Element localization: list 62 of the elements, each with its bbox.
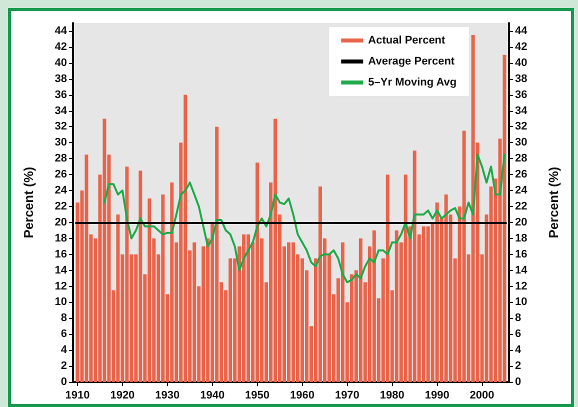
y-tick-label: 2 — [60, 360, 67, 372]
y-tick-label: 16 — [54, 248, 67, 260]
y-tick-label: 24 — [54, 184, 68, 197]
y2-tick-label: 40 — [515, 56, 528, 69]
y2-tick-label: 26 — [515, 168, 528, 181]
y2-tick-label: 4 — [515, 344, 522, 356]
y2-tick-label: 24 — [515, 184, 528, 197]
y-tick-label: 14 — [54, 264, 68, 276]
y2-tick-label: 0 — [515, 376, 522, 388]
y2-tick-label: 16 — [515, 248, 528, 260]
x-tick-label: 1920 — [110, 390, 135, 402]
y-tick-label: 4 — [60, 344, 68, 356]
y2-tick-label: 36 — [515, 88, 528, 101]
legend-label: Average Percent — [368, 56, 455, 68]
legend-label: Actual Percent — [368, 34, 446, 46]
y-tick-label: 36 — [54, 88, 67, 101]
y-tick-label: 34 — [54, 104, 68, 117]
y2-tick-label: 14 — [515, 264, 528, 276]
y2-tick-label: 8 — [515, 312, 522, 324]
x-tick-label: 1950 — [245, 390, 270, 402]
y2-tick-label: 2 — [515, 360, 522, 372]
y-tick-label: 10 — [54, 296, 67, 308]
x-tick-label: 1910 — [65, 390, 90, 402]
y2-tick-label: 38 — [515, 72, 528, 85]
y-tick-label: 40 — [54, 56, 67, 69]
legend-label: 5–Yr Moving Avg — [368, 76, 457, 88]
y2-tick-label: 20 — [515, 216, 528, 228]
y2-tick-label: 22 — [515, 200, 528, 212]
x-tick-label: 1980 — [380, 390, 404, 402]
x-tick-label: 1990 — [424, 390, 450, 402]
y2-tick-label: 12 — [515, 280, 528, 292]
y-tick-label: 6 — [60, 328, 67, 340]
y-tick-label: 32 — [54, 120, 67, 133]
y2-tick-label: 32 — [515, 120, 528, 133]
y2-axis-title: Percent (%) — [546, 166, 561, 238]
x-tick-label: 1930 — [155, 390, 180, 402]
y-tick-label: 8 — [60, 312, 67, 324]
y2-tick-label: 42 — [515, 40, 528, 53]
y-axis-title: Percent (%) — [21, 166, 36, 238]
y2-tick-label: 28 — [515, 152, 528, 165]
line-series — [103, 154, 506, 284]
y2-tick-label: 18 — [515, 232, 528, 244]
y2-tick-label: 30 — [515, 136, 528, 149]
y-tick-label: 28 — [54, 152, 67, 165]
y2-tick-label: 10 — [515, 296, 528, 308]
y-tick-label: 42 — [54, 40, 67, 53]
y2-tick-label: 34 — [515, 104, 528, 117]
y-tick-label: 44 — [54, 24, 68, 37]
y-tick-label: 12 — [54, 280, 67, 292]
y-tick-label: 30 — [54, 136, 67, 149]
x-tick-label: 1940 — [200, 390, 225, 402]
x-tick-label: 1960 — [290, 390, 314, 402]
y-tick-label: 20 — [54, 216, 67, 228]
y-tick-label: 26 — [54, 168, 67, 181]
y2-tick-label: 44 — [515, 24, 528, 37]
y-tick-label: 38 — [54, 72, 67, 85]
y-tick-label: 22 — [54, 200, 67, 212]
y-tick-label: 0 — [60, 376, 67, 388]
y-tick-label: 18 — [54, 232, 67, 244]
x-tick-label: 1970 — [334, 390, 360, 402]
x-tick-label: 2000 — [470, 390, 494, 402]
y2-tick-label: 6 — [515, 328, 522, 340]
